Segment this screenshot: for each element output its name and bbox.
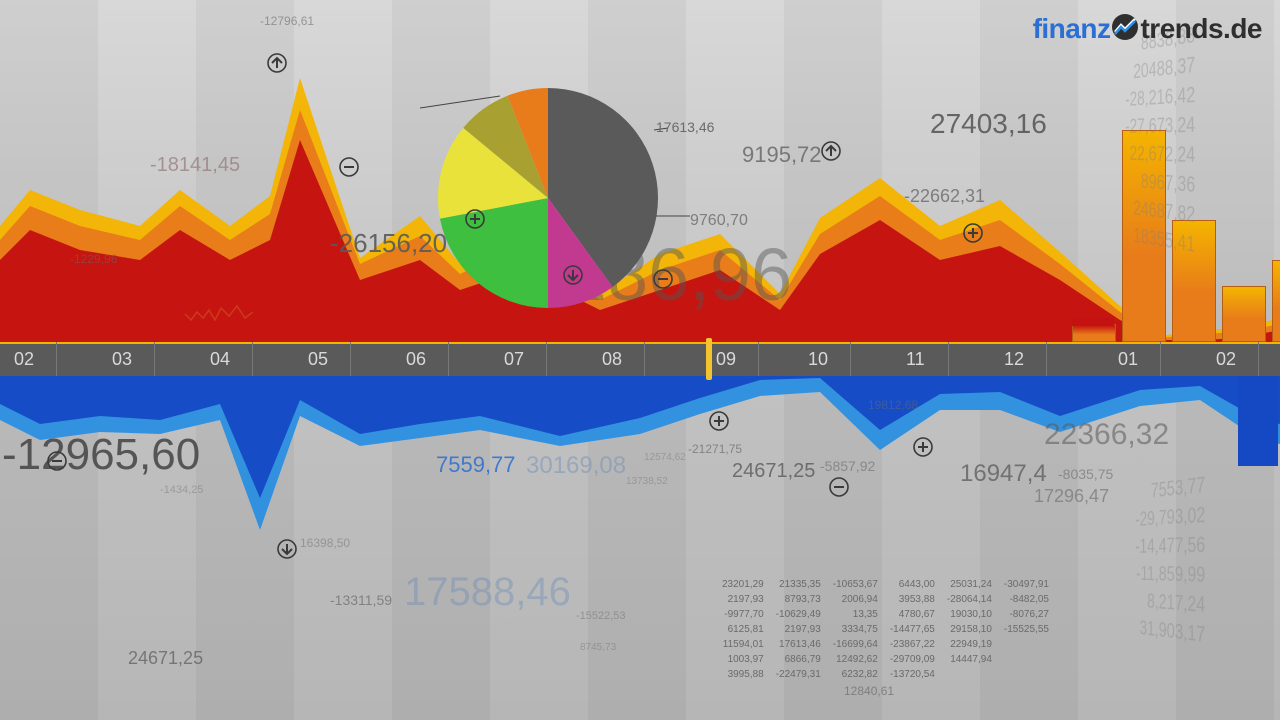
- playhead[interactable]: [706, 338, 712, 380]
- down-icon: [276, 538, 298, 560]
- bar-chart-top: [0, 0, 1280, 342]
- plus-icon: [962, 222, 984, 244]
- down-icon: [562, 264, 584, 286]
- skewed-numbers-top: 8838,8820488,37-28,216,42-27,673,2422,67…: [1125, 20, 1195, 260]
- data-table: 23201,2921335,35-10653,676443,0025031,24…: [720, 576, 1061, 683]
- logo-text-2: trends.de: [1140, 13, 1262, 44]
- minus-icon: [652, 268, 674, 290]
- logo: finanz trends.de: [1033, 12, 1262, 45]
- plus-icon: [708, 410, 730, 432]
- plus-icon: [464, 208, 486, 230]
- finance-infographic: -1286,96-12965,6017588,4622366,32 17613,…: [0, 0, 1280, 720]
- up-icon: [266, 52, 288, 74]
- up-icon: [820, 140, 842, 162]
- skewed-numbers-bottom: 7553,77-29,793,02-14,477,56-11,859,998,2…: [1135, 470, 1205, 650]
- minus-icon: [338, 156, 360, 178]
- logo-icon: [1110, 12, 1140, 42]
- minus-icon: [46, 450, 68, 472]
- plus-icon: [912, 436, 934, 458]
- timeline-axis[interactable]: 02030405060708091011120102: [0, 342, 1280, 376]
- logo-text-1: finanz: [1033, 13, 1111, 44]
- minus-icon: [828, 476, 850, 498]
